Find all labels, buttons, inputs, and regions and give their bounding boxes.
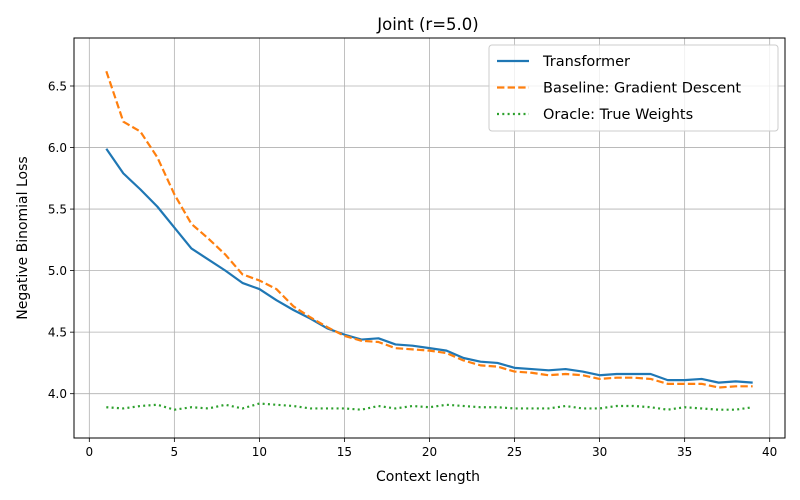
x-tick-label: 25 (507, 445, 522, 459)
legend-label-0: Transformer (542, 54, 630, 70)
series-line-1 (105, 70, 753, 389)
axis-ticks: 0 5 10 15 20 25 30 35 40 4.0 4.5 5.0 5.5 6.0 6.5 (48, 80, 777, 460)
x-tick-label: 10 (252, 445, 267, 459)
series-line-0 (105, 148, 753, 384)
x-tick-label: 0 (85, 445, 93, 459)
legend-label-2: Oracle: True Weights (543, 107, 693, 123)
y-tick-label: 6.0 (48, 141, 67, 155)
x-tick-label: 40 (762, 445, 777, 459)
chart-title: Joint (r=5.0) (376, 15, 478, 34)
y-axis-label: Negative Binomial Loss (15, 156, 31, 319)
y-tick-label: 4.5 (48, 326, 67, 340)
legend-box (488, 44, 779, 132)
x-tick-label: 30 (592, 445, 607, 459)
x-axis-label: Context length (376, 469, 480, 485)
y-tick-label: 5.0 (48, 264, 67, 278)
legend: Transformer Baseline: Gradient Descent Ora… (488, 44, 779, 132)
y-tick-label: 4.0 (48, 387, 67, 401)
series-lines (105, 70, 753, 411)
legend-label-1: Baseline: Gradient Descent (543, 81, 741, 97)
y-tick-label: 5.5 (48, 203, 67, 217)
x-tick-label: 5 (171, 445, 179, 459)
x-tick-label: 20 (422, 445, 437, 459)
x-tick-label: 15 (337, 445, 352, 459)
y-tick-label: 6.5 (48, 80, 67, 94)
x-tick-label: 35 (677, 445, 692, 459)
